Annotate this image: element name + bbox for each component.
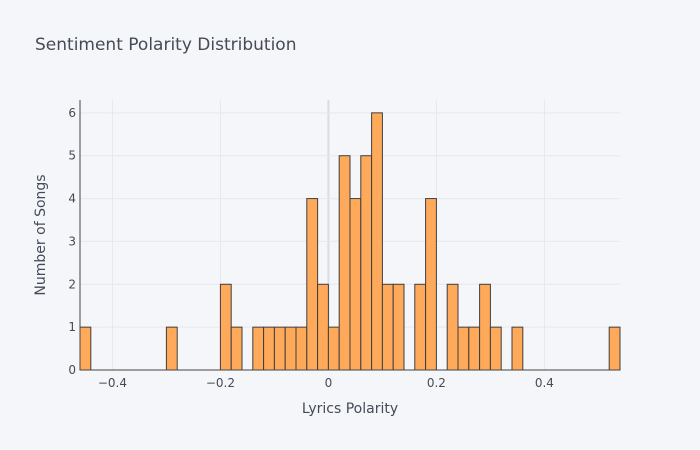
x-tick-labels: −0.4 −0.2 0 0.2 0.4 (98, 376, 554, 390)
histogram-bar (284, 326, 297, 371)
chart-title: Sentiment Polarity Distribution (35, 35, 296, 55)
y-tick-label: 0 (68, 363, 76, 377)
y-tick-labels: 0 1 2 3 4 5 6 (68, 106, 76, 377)
x-tick-label: −0.4 (98, 376, 127, 390)
histogram-bar (349, 198, 362, 371)
histogram-bar (371, 112, 383, 371)
histogram-bar (479, 283, 491, 371)
x-tick-label: 0 (325, 376, 333, 390)
histogram-bar (360, 155, 373, 371)
histogram-bar (230, 326, 243, 371)
histogram-bar (468, 326, 481, 371)
y-tick-label: 5 (68, 149, 76, 163)
histogram-bar (425, 198, 437, 371)
y-tick-label: 4 (68, 192, 76, 206)
histogram-bar (79, 326, 92, 371)
histogram-bar (263, 326, 275, 371)
histogram-bar (165, 326, 178, 371)
histogram-bar (252, 326, 265, 371)
histogram-bar (608, 326, 621, 371)
histogram-bar (489, 326, 502, 371)
histogram-bar (338, 155, 351, 371)
histogram-bar (511, 326, 524, 371)
y-axis-title: Number of Songs (33, 174, 49, 295)
histogram-bar (392, 283, 405, 371)
histogram-bar (317, 283, 329, 371)
histogram-bar (295, 326, 308, 371)
x-axis-title: Lyrics Polarity (302, 401, 398, 417)
histogram-bar (457, 326, 470, 371)
histogram-bar (414, 283, 427, 371)
histogram-bar (327, 326, 340, 371)
histogram-bar (306, 198, 319, 371)
y-tick-label: 6 (68, 106, 76, 120)
y-tick-label: 2 (68, 277, 76, 291)
y-tick-label: 1 (68, 320, 76, 334)
x-tick-label: 0.2 (427, 376, 446, 390)
x-tick-label: 0.4 (535, 376, 554, 390)
y-tick-label: 3 (68, 234, 76, 248)
histogram-bar (273, 326, 286, 371)
histogram-bar (381, 283, 394, 371)
histogram-bar (446, 283, 459, 371)
histogram-bar (219, 283, 232, 371)
x-tick-label: −0.2 (206, 376, 235, 390)
